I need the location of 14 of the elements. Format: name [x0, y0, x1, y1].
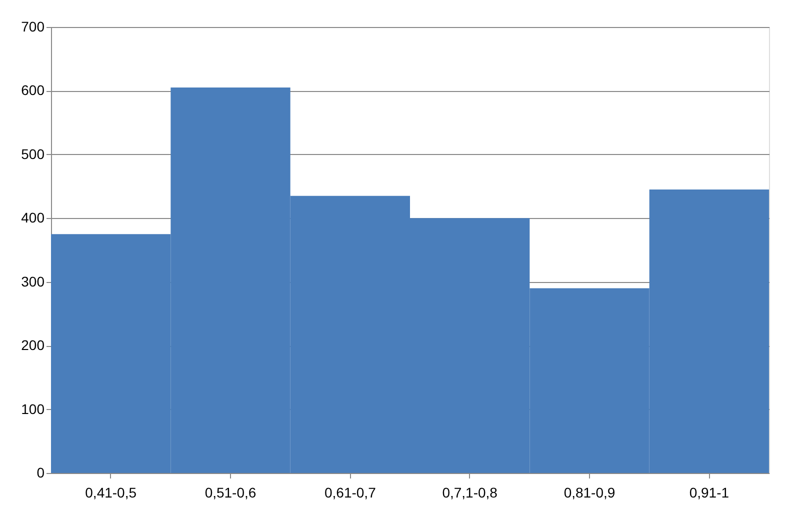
x-tick-label: 0,61-0,7	[324, 484, 376, 500]
x-tick-label: 0,7,1-0,8	[442, 484, 498, 500]
y-tick-label: 600	[21, 82, 45, 98]
y-tick-label: 700	[21, 18, 45, 34]
y-tick-label: 500	[21, 146, 45, 162]
y-tick-label: 100	[21, 400, 45, 417]
x-tick-label: 0,81-0,9	[564, 484, 616, 500]
y-tick-label: 400	[21, 210, 45, 226]
y-tick-label: 200	[21, 337, 45, 354]
x-tick-label: 0,91-1	[689, 484, 730, 500]
x-tick-label: 0,41-0,5	[85, 484, 137, 500]
y-tick-label: 300	[21, 273, 45, 290]
x-tick-label: 0,51-0,6	[204, 484, 256, 500]
y-tick-label: 0	[36, 464, 45, 480]
